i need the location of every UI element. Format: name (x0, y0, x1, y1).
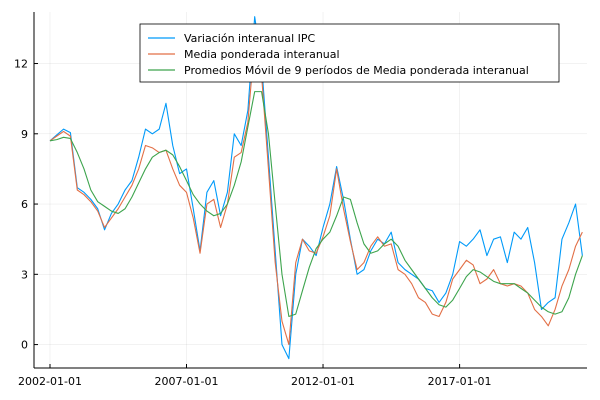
legend-box (139, 23, 560, 83)
legend: Variación interanual IPC Media ponderada … (139, 23, 560, 83)
y-tick-label: 12 (14, 58, 28, 71)
series-line-2 (49, 91, 583, 318)
axes (33, 12, 587, 369)
x-tick-label: 2007-01-01 (155, 375, 219, 388)
y-tick-label: 0 (21, 339, 28, 352)
y-tick-label: 9 (21, 128, 28, 141)
y-axis-ticks: 0 3 6 9 12 (14, 58, 38, 352)
x-tick-label: 2017-01-01 (428, 375, 492, 388)
legend-entry: Promedios Móvil de 9 períodos de Media p… (184, 64, 529, 77)
x-tick-label: 2012-01-01 (291, 375, 355, 388)
y-tick-label: 3 (21, 268, 28, 281)
y-tick-label: 6 (21, 198, 28, 211)
legend-entry: Media ponderada interanual (184, 48, 340, 61)
legend-entry: Variación interanual IPC (184, 32, 316, 45)
x-axis-ticks: 2002-01-01 2007-01-01 2012-01-01 2017-01-01 (18, 364, 492, 388)
series-line-1 (49, 39, 583, 346)
series-layer (49, 16, 583, 360)
series-line-0 (49, 16, 583, 360)
x-tick-label: 2002-01-01 (18, 375, 82, 388)
